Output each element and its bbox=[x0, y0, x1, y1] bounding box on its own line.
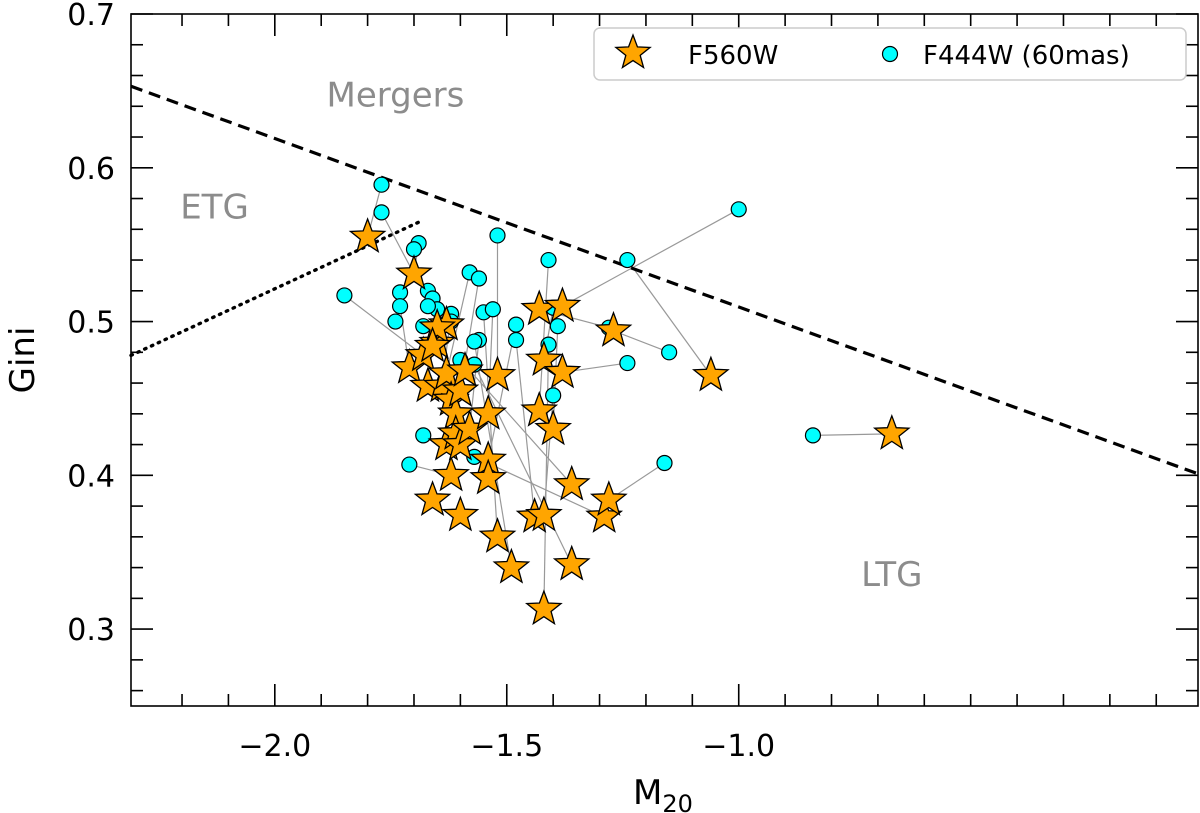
f560w-point bbox=[594, 310, 633, 347]
f444w-point bbox=[549, 318, 566, 335]
f444w-point bbox=[730, 201, 747, 218]
f444w-point bbox=[415, 427, 432, 444]
f444w-point bbox=[401, 456, 418, 473]
f444w-point bbox=[470, 270, 488, 287]
f560w-point bbox=[589, 480, 628, 517]
pair-link bbox=[626, 259, 712, 376]
pair-link bbox=[482, 312, 499, 537]
pair-link bbox=[812, 433, 892, 436]
legend-label-f444w: F444W (60mas) bbox=[923, 41, 1130, 71]
f560w-point bbox=[872, 413, 911, 450]
f444w-point bbox=[387, 313, 404, 330]
f560w-point bbox=[520, 390, 559, 427]
ticks-layer bbox=[131, 13, 1198, 706]
dotted-boundary-line bbox=[129, 218, 425, 358]
f560w-point bbox=[692, 355, 730, 392]
f560w-point bbox=[441, 370, 480, 407]
plot-frame bbox=[130, 13, 1199, 707]
f444w-point bbox=[507, 331, 525, 349]
f560w-points-layer bbox=[348, 217, 911, 626]
f560w-point bbox=[552, 464, 591, 501]
f444w-point bbox=[507, 316, 525, 333]
y-tick-label: 0.6 bbox=[67, 152, 115, 187]
f444w-point bbox=[656, 454, 673, 472]
f560w-point bbox=[543, 286, 582, 323]
x-axis-title-subscript: 20 bbox=[662, 790, 693, 813]
f560w-point bbox=[524, 589, 563, 626]
x-axis-title: M20 bbox=[633, 773, 693, 813]
f560w-point bbox=[432, 455, 470, 492]
f560w-point bbox=[524, 340, 563, 377]
legend: F560W F444W (60mas) bbox=[593, 27, 1187, 81]
y-axis-title: Gini bbox=[3, 327, 43, 394]
f444w-points-layer bbox=[336, 176, 822, 473]
x-axis-title-main: M bbox=[633, 773, 662, 813]
x-tick-label: −1.0 bbox=[702, 729, 775, 764]
f444w-point bbox=[419, 298, 437, 315]
x-tick-label: −2.0 bbox=[238, 729, 311, 764]
f560w-point bbox=[441, 495, 480, 532]
pair-link bbox=[487, 324, 517, 461]
f444w-point bbox=[804, 427, 822, 444]
f444w-point bbox=[489, 227, 506, 244]
f560w-point bbox=[552, 544, 591, 581]
f444w-point bbox=[619, 251, 636, 269]
f444w-point bbox=[545, 387, 562, 404]
pair-link bbox=[515, 339, 536, 517]
f444w-point bbox=[391, 298, 409, 315]
f444w-point bbox=[373, 176, 390, 193]
f444w-point bbox=[373, 204, 390, 221]
region-labels-layer: Mergers ETG LTG bbox=[180, 75, 922, 595]
f560w-point bbox=[469, 393, 508, 430]
f560w-point bbox=[348, 217, 387, 254]
legend-circle-marker bbox=[881, 45, 899, 63]
boundary-lines-layer bbox=[129, 84, 1199, 476]
y-tick-label: 0.7 bbox=[67, 0, 115, 33]
f444w-point bbox=[484, 301, 501, 318]
f560w-point bbox=[492, 547, 531, 584]
links-layer bbox=[344, 184, 892, 610]
f444w-point bbox=[619, 354, 636, 372]
y-tick-label: 0.4 bbox=[67, 459, 115, 494]
f560w-point bbox=[543, 352, 582, 389]
f560w-point bbox=[478, 355, 517, 392]
pair-link bbox=[344, 294, 424, 356]
f560w-point bbox=[524, 495, 563, 532]
f560w-point bbox=[469, 458, 508, 495]
f560w-point bbox=[446, 350, 484, 387]
f444w-point bbox=[466, 333, 483, 350]
pair-link bbox=[543, 344, 550, 610]
f444w-point bbox=[336, 287, 353, 304]
f560w-point bbox=[395, 254, 433, 290]
pair-link bbox=[613, 330, 670, 353]
f560w-point bbox=[413, 326, 452, 363]
f444w-point bbox=[661, 344, 678, 361]
y-tick-label: 0.3 bbox=[67, 613, 115, 648]
pair-link bbox=[538, 260, 550, 411]
dashed-boundary-line bbox=[130, 84, 1199, 476]
region-label-ltg: LTG bbox=[861, 555, 922, 595]
tick-labels-layer: −2.0 −1.5 −1.0 0.3 0.4 0.5 0.6 0.7 bbox=[67, 0, 775, 764]
f560w-point bbox=[418, 307, 457, 344]
f560w-point bbox=[413, 480, 452, 517]
region-label-mergers: Mergers bbox=[327, 75, 465, 115]
legend-label-f560w: F560W bbox=[688, 41, 778, 71]
legend-star-marker bbox=[614, 33, 652, 70]
f560w-point bbox=[534, 409, 573, 446]
pair-link bbox=[562, 208, 740, 307]
f560w-point bbox=[478, 516, 517, 553]
region-label-etg: ETG bbox=[180, 188, 249, 228]
pair-link bbox=[380, 212, 415, 275]
f444w-point bbox=[540, 251, 557, 269]
x-tick-label: −1.5 bbox=[470, 729, 543, 764]
pair-link bbox=[459, 359, 573, 485]
legend-star-marker-holder bbox=[614, 33, 652, 70]
y-tick-label: 0.5 bbox=[67, 306, 115, 341]
